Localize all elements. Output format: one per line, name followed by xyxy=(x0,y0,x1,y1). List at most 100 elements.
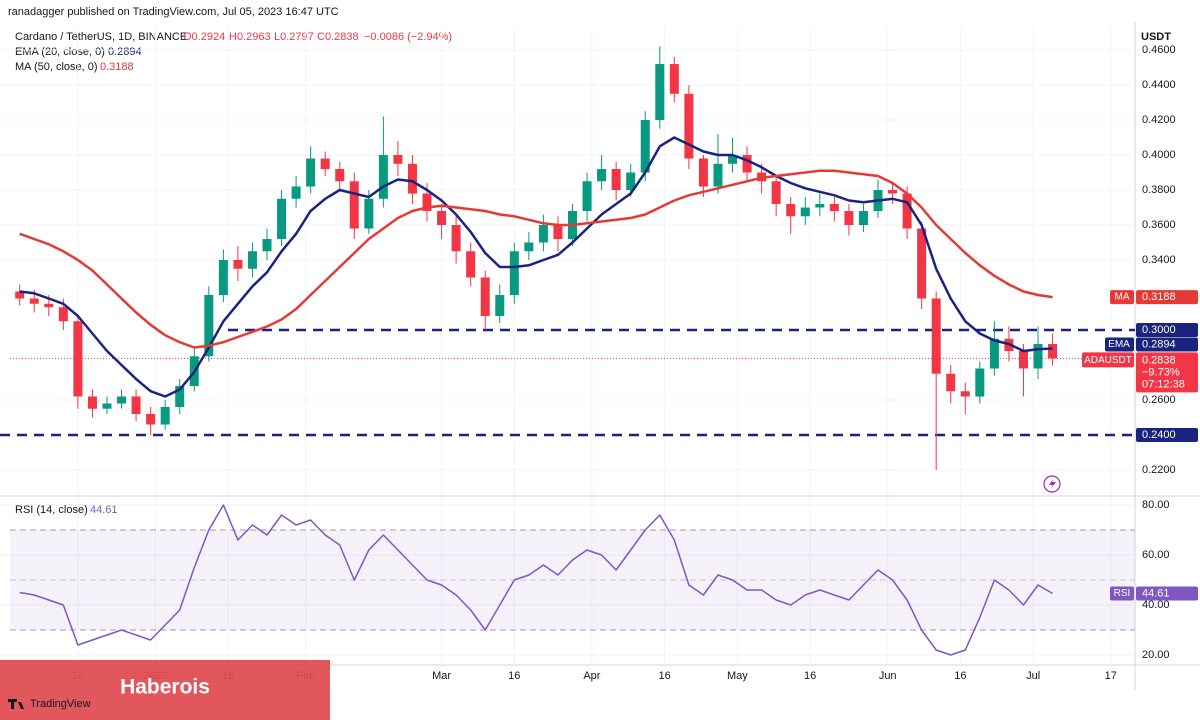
candle-body xyxy=(931,298,941,374)
candle-body xyxy=(989,338,999,369)
ma-price-tag: 0.3188 xyxy=(1142,291,1176,303)
candle-body xyxy=(335,169,345,182)
rsi-value-tag: 44.61 xyxy=(1142,587,1170,599)
candle-body xyxy=(698,158,708,187)
candle-body xyxy=(742,155,752,173)
ohlc-open: O0.2924 xyxy=(183,31,225,43)
candle-body xyxy=(829,204,839,212)
candle-body xyxy=(102,403,112,409)
candle-body xyxy=(437,211,447,226)
ema-legend: EMA (20, close, 0) xyxy=(15,46,105,58)
candle-body xyxy=(495,295,505,317)
y-tick-label: 0.2600 xyxy=(1142,394,1176,406)
rsi-name-tag: RSI xyxy=(1114,588,1131,599)
candle-body xyxy=(946,373,956,392)
rsi-legend: RSI (14, close) xyxy=(15,504,88,516)
level-tag: 0.3000 xyxy=(1142,324,1176,336)
candle-body xyxy=(902,193,912,229)
ema-price-tag-bg xyxy=(1136,337,1198,352)
candle-body xyxy=(44,303,54,308)
candle-body xyxy=(626,172,636,191)
candle-body xyxy=(364,198,374,229)
x-tick-label: 16 xyxy=(954,670,966,682)
rsi-value-tag-bg xyxy=(1136,586,1198,601)
ema-name-tag: EMA xyxy=(1108,339,1130,350)
candle-body xyxy=(800,207,810,217)
candle-body xyxy=(553,225,563,240)
event-icon xyxy=(1043,475,1061,493)
candle-body xyxy=(204,295,214,357)
candle-body xyxy=(509,251,519,296)
ohlc-close: C0.2838 xyxy=(317,31,359,43)
level-tag: 0.2400 xyxy=(1142,429,1176,441)
candle-body xyxy=(597,169,607,182)
candle-body xyxy=(291,186,301,199)
rsi-line xyxy=(19,504,1053,656)
candle-body xyxy=(233,260,243,269)
ma-price-tag-bg xyxy=(1136,290,1198,305)
candle-body xyxy=(640,120,650,173)
x-tick-label: May xyxy=(727,670,748,682)
candle-body xyxy=(117,396,127,404)
level-tag-bg xyxy=(1136,323,1198,338)
candle-body xyxy=(451,225,461,252)
y-tick-label: 0.2200 xyxy=(1142,464,1176,476)
candle-body xyxy=(349,181,359,229)
indicator-line xyxy=(19,169,1053,349)
candle-body xyxy=(917,228,927,299)
rsi-tick-label: 20.00 xyxy=(1142,649,1170,661)
x-tick-label: 16 xyxy=(804,670,816,682)
candle-body xyxy=(582,181,592,212)
candle-body xyxy=(466,251,476,278)
symbol-tag: ADAUSDT xyxy=(1084,355,1132,366)
candle-body xyxy=(960,391,970,397)
candle-body xyxy=(15,291,25,299)
rsi-name-tag-bg xyxy=(1110,586,1134,601)
y-tick-label: 0.4000 xyxy=(1142,149,1176,161)
candle-body xyxy=(858,211,868,226)
candle-body xyxy=(175,385,185,407)
candle-body xyxy=(262,239,272,252)
ohlc-high: H0.2963 xyxy=(229,31,271,43)
candle-body xyxy=(888,190,898,194)
ma-legend: MA (50, close, 0) xyxy=(15,61,98,73)
candle-body xyxy=(480,277,490,317)
candle-body xyxy=(1018,350,1028,369)
candle-body xyxy=(160,406,170,425)
candle-body xyxy=(786,204,796,217)
price-tag-countdown: 07:12:38 xyxy=(1142,378,1185,390)
publish-header: ranadagger published on TradingView.com,… xyxy=(8,6,339,18)
rsi-tick-label: 60.00 xyxy=(1142,549,1170,561)
x-tick-label: 17 xyxy=(1105,670,1117,682)
candle-body xyxy=(277,198,287,240)
price-tag-change: −9.73% xyxy=(1142,366,1180,378)
candle-body xyxy=(73,321,83,397)
candle-body xyxy=(247,251,257,269)
level-tag-bg xyxy=(1136,427,1198,442)
logo-icon xyxy=(8,699,24,709)
candle-body xyxy=(655,64,665,121)
candle-body xyxy=(407,163,417,194)
candle-body xyxy=(728,155,738,164)
candle-body xyxy=(131,396,141,414)
event-icon-bolt xyxy=(1049,478,1056,490)
candle-body xyxy=(320,158,330,170)
y-tick-label: 0.4200 xyxy=(1142,114,1176,126)
candle-body xyxy=(975,368,985,397)
candle-body xyxy=(306,158,316,187)
ohlc-low: L0.2797 xyxy=(274,31,314,43)
x-tick-label: Apr xyxy=(583,670,600,682)
candle-body xyxy=(844,211,854,226)
price-tag-bg xyxy=(1136,352,1198,393)
ma-name-tag: MA xyxy=(1115,292,1130,303)
rsi-legend-value: 44.61 xyxy=(90,504,118,516)
candle-body xyxy=(87,396,97,409)
y-tick-label: 0.3800 xyxy=(1142,184,1176,196)
ema-legend-value: 0.2894 xyxy=(108,46,142,58)
candle-body xyxy=(218,260,228,296)
candle-body xyxy=(29,298,39,304)
price-tag-value: 0.2838 xyxy=(1142,354,1176,366)
symbol-title: Cardano / TetherUS, 1D, BINANCE xyxy=(15,31,187,43)
candle-body xyxy=(146,413,156,425)
currency-label: USDT xyxy=(1141,31,1171,43)
